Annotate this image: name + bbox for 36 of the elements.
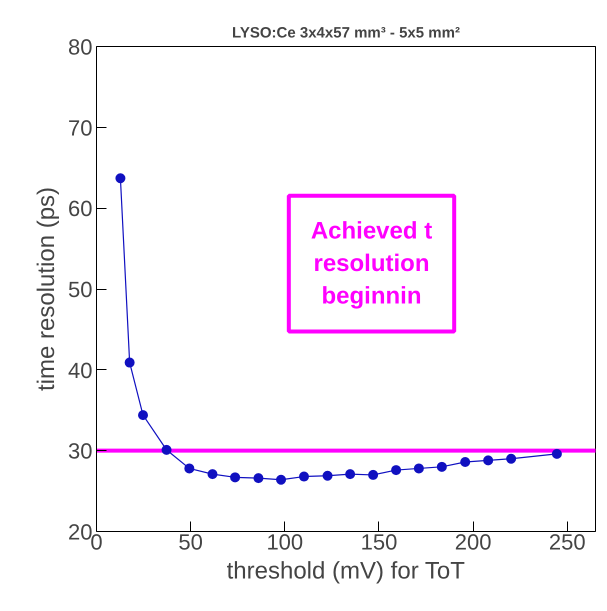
y-tick-label: 80 [68,34,93,60]
y-tick-label: 30 [68,438,93,464]
point [230,472,240,482]
x-tick-label: 250 [548,530,586,554]
annotation: Achieved t resolution beginnin [310,218,432,310]
y-axis-title: time resolution (ps) [33,186,60,392]
x-tick-label: 150 [360,530,398,554]
point [184,463,194,474]
point [414,463,424,474]
point [345,469,356,480]
point [552,448,562,459]
y-tick-label: 60 [68,196,93,222]
y-tick-label: 40 [68,358,93,383]
x-tick-label: 200 [454,530,492,554]
point [299,472,310,482]
point [124,358,135,368]
y-tick-label: 70 [68,115,93,140]
point [391,465,402,476]
x-tick-label: 100 [266,530,304,554]
point [253,473,264,484]
x-tick-label: 50 [178,530,203,554]
point [368,470,378,480]
point [162,444,172,455]
chart-title: LYSO:Ce 3x4x57 mm³ - 5x5 mm² [232,24,460,42]
point [436,462,447,472]
point [276,474,286,485]
point [483,455,494,466]
point [207,469,218,480]
point [138,410,148,420]
x-tick-label: 0 [90,530,103,554]
point [115,173,126,184]
y-tick-label: 50 [68,277,93,302]
x-axis-title: threshold (mV) for ToT [226,558,466,584]
point [322,470,333,481]
point [506,454,516,464]
point [460,456,470,467]
